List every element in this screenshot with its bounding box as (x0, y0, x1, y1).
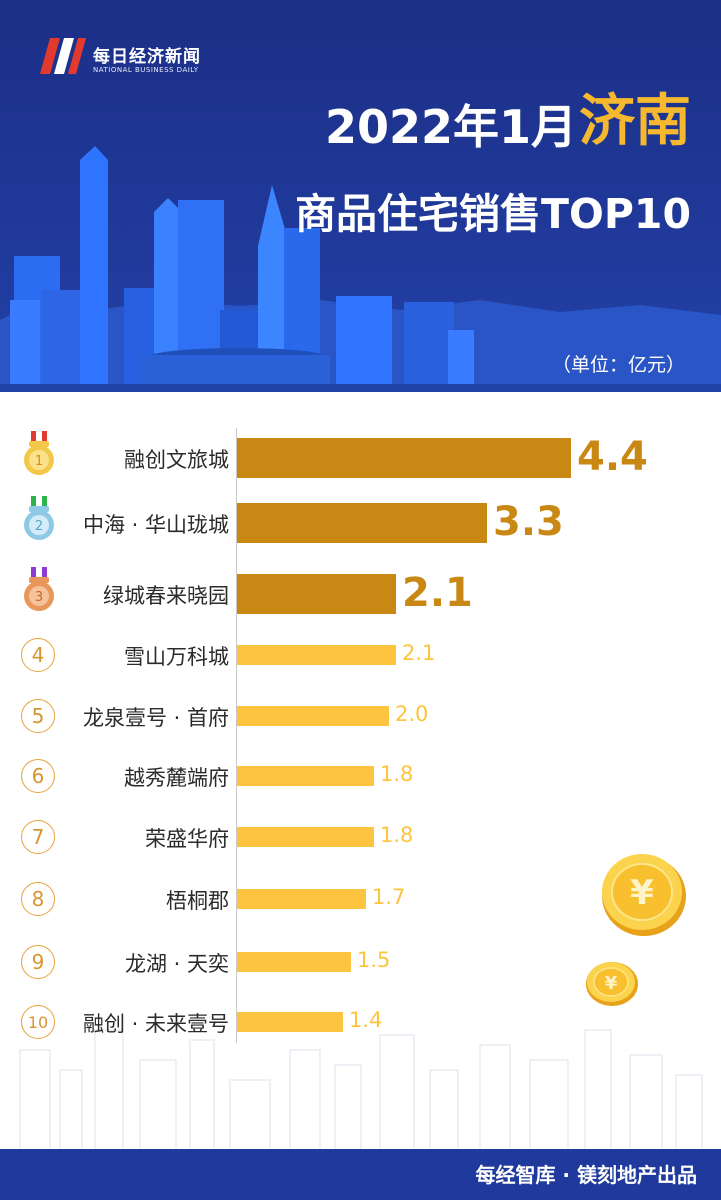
rank-medal-icon: 3 (24, 567, 54, 611)
bar (237, 645, 396, 665)
category-label: 融创文旅城 (124, 448, 229, 472)
header-banner: 每日经济新闻 NATIONAL BUSINESS DAILY 2022年1月 济… (0, 0, 721, 392)
category-label: 龙湖 · 天奕 (124, 952, 229, 976)
bar (237, 574, 396, 614)
value-label: 1.5 (357, 948, 391, 972)
bar (237, 438, 571, 478)
rank-number: 8 (21, 882, 55, 916)
rank-number: 5 (21, 699, 55, 733)
title-city: 济南 (579, 89, 691, 154)
chart-title: 2022年1月 济南 (324, 89, 691, 154)
category-label: 荣盛华府 (145, 827, 229, 851)
svg-text:¥: ¥ (605, 973, 618, 994)
rank-number: 9 (21, 945, 55, 979)
footer-credit: 每经智库 · 镁刻地产出品 (475, 1163, 697, 1187)
y-axis-line (236, 428, 237, 1043)
rank-number: 2 (35, 519, 43, 534)
category-label: 雪山万科城 (124, 645, 229, 669)
rank-number: 6 (21, 759, 55, 793)
category-label: 龙泉壹号 · 首府 (82, 706, 229, 730)
rank-medal-icon: 2 (24, 496, 54, 540)
svg-text:¥: ¥ (630, 873, 654, 913)
value-label: 1.8 (380, 823, 414, 847)
coin-small-icon: ¥ (586, 962, 638, 1006)
logo-text-en: NATIONAL BUSINESS DAILY (93, 66, 199, 74)
rank-number: 1 (35, 454, 43, 469)
value-label: 1.4 (349, 1008, 383, 1032)
unit-label: （单位：亿元） (551, 354, 685, 376)
value-label: 4.4 (577, 434, 648, 480)
value-label: 2.1 (402, 570, 473, 616)
value-label: 2.1 (402, 641, 436, 665)
nbd-logo (40, 38, 86, 74)
rank-number: 4 (21, 638, 55, 672)
bar (237, 889, 366, 909)
category-label: 中海 · 华山珑城 (82, 513, 229, 537)
coin-large-icon: ¥ (602, 854, 686, 936)
category-label: 越秀麓端府 (124, 766, 229, 790)
bar (237, 952, 351, 972)
value-label: 2.0 (395, 702, 429, 726)
rank-number: 7 (21, 820, 55, 854)
rank-number: 10 (21, 1005, 55, 1039)
value-label: 1.8 (380, 762, 414, 786)
background-city-outline (19, 1029, 703, 1150)
rank-medal-icon: 1 (24, 431, 54, 475)
chart-subtitle: 商品住宅销售TOP10 (295, 190, 691, 238)
rank-number: 3 (35, 590, 43, 605)
footer-bar (0, 1149, 721, 1200)
bar (237, 706, 389, 726)
city-skyline-graphic (0, 146, 721, 392)
value-label: 1.7 (372, 885, 406, 909)
value-label: 3.3 (493, 499, 564, 545)
bar (237, 1012, 343, 1032)
logo-text-cn: 每日经济新闻 (93, 47, 201, 67)
category-label: 融创 · 未来壹号 (82, 1012, 229, 1036)
title-main: 2022年1月 (324, 100, 577, 154)
category-label: 绿城春来晓园 (103, 584, 229, 608)
category-label: 梧桐郡 (166, 889, 229, 913)
bar (237, 827, 374, 847)
bar (237, 766, 374, 786)
bar (237, 503, 487, 543)
